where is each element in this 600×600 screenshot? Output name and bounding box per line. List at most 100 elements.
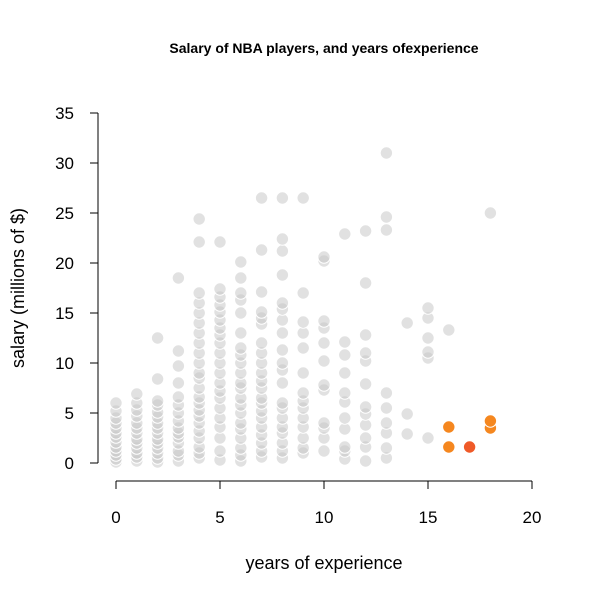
x-tick-label: 10 — [315, 508, 334, 527]
data-point — [171, 344, 186, 358]
data-point — [358, 400, 373, 414]
data-point — [442, 323, 456, 337]
data-point — [150, 394, 165, 408]
data-point — [379, 210, 394, 224]
data-point — [483, 206, 498, 220]
data-point — [254, 336, 269, 350]
y-tick-label: 25 — [55, 204, 74, 223]
points-layer — [109, 146, 498, 469]
x-axis-label: years of experience — [245, 553, 402, 573]
data-point — [358, 454, 373, 468]
data-point — [400, 407, 414, 421]
y-tick-label: 35 — [55, 104, 74, 123]
data-point — [213, 235, 227, 249]
data-point — [338, 335, 352, 349]
data-point — [338, 386, 352, 400]
data-point — [317, 444, 331, 458]
data-point — [171, 390, 186, 404]
data-point — [317, 378, 331, 392]
y-tick-label: 0 — [65, 454, 74, 473]
data-point — [171, 376, 186, 390]
data-point — [338, 411, 352, 425]
x-tick-label: 0 — [111, 508, 120, 527]
data-point — [130, 387, 144, 401]
y-axis-label: salary (millions of $) — [8, 208, 28, 368]
data-point — [150, 331, 165, 345]
data-point — [421, 431, 435, 445]
data-point — [421, 301, 435, 315]
data-point — [275, 356, 290, 370]
data-point — [275, 326, 290, 340]
data-point — [338, 440, 352, 454]
data-point — [296, 386, 310, 400]
data-point — [400, 427, 414, 441]
data-point — [296, 366, 310, 380]
data-point — [421, 331, 435, 345]
data-point — [234, 306, 248, 320]
data-point — [275, 343, 290, 357]
data-point — [379, 146, 394, 160]
data-point — [296, 191, 310, 205]
data-point — [234, 341, 248, 355]
y-axis-ticks: 0 5 10 15 20 25 30 35 — [55, 104, 98, 473]
x-tick-label: 5 — [215, 508, 224, 527]
data-point — [338, 348, 352, 362]
data-point — [317, 250, 331, 264]
y-tick-label: 30 — [55, 154, 74, 173]
data-point — [296, 315, 310, 329]
data-point — [275, 296, 290, 310]
data-point — [358, 224, 373, 238]
data-point — [379, 223, 394, 237]
y-tick-label: 10 — [55, 354, 74, 373]
data-point — [379, 386, 394, 400]
highlight-point — [483, 414, 498, 428]
data-point — [213, 282, 227, 296]
data-point — [254, 243, 269, 257]
data-point — [338, 227, 352, 241]
data-point — [358, 276, 373, 290]
data-point — [317, 416, 331, 430]
data-point — [358, 377, 373, 391]
data-point — [275, 376, 290, 390]
data-point — [400, 316, 414, 330]
data-point — [234, 286, 248, 300]
data-point — [213, 444, 227, 458]
y-tick-label: 20 — [55, 254, 74, 273]
data-point — [358, 346, 373, 360]
data-point — [379, 416, 394, 430]
x-tick-label: 20 — [523, 508, 542, 527]
y-tick-label: 5 — [65, 404, 74, 423]
data-point — [275, 268, 290, 282]
chart-title: Salary of NBA players, and years ofexper… — [169, 40, 478, 56]
data-point — [275, 244, 290, 258]
data-point — [358, 431, 373, 445]
data-point — [234, 271, 248, 285]
data-point — [171, 271, 186, 285]
data-point — [317, 314, 331, 328]
data-point — [317, 336, 331, 350]
x-axis-ticks: 0 5 10 15 20 — [111, 481, 541, 527]
data-point — [171, 359, 186, 373]
data-point — [296, 286, 310, 300]
data-point — [275, 396, 290, 410]
data-point — [358, 328, 373, 342]
data-point — [109, 396, 123, 410]
data-point — [296, 341, 310, 355]
highlight-point — [442, 440, 456, 454]
data-point — [254, 285, 269, 299]
data-point — [254, 305, 269, 319]
highlight-point — [462, 440, 477, 454]
data-point — [421, 345, 435, 359]
data-point — [192, 286, 206, 300]
x-tick-label: 15 — [419, 508, 438, 527]
data-point — [150, 372, 165, 386]
data-point — [192, 235, 206, 249]
data-point — [338, 366, 352, 380]
data-point — [379, 441, 394, 455]
data-point — [379, 401, 394, 415]
data-point — [275, 191, 290, 205]
y-tick-label: 15 — [55, 304, 74, 323]
highlight-point — [442, 420, 456, 434]
data-point — [275, 232, 290, 246]
data-point — [234, 326, 248, 340]
